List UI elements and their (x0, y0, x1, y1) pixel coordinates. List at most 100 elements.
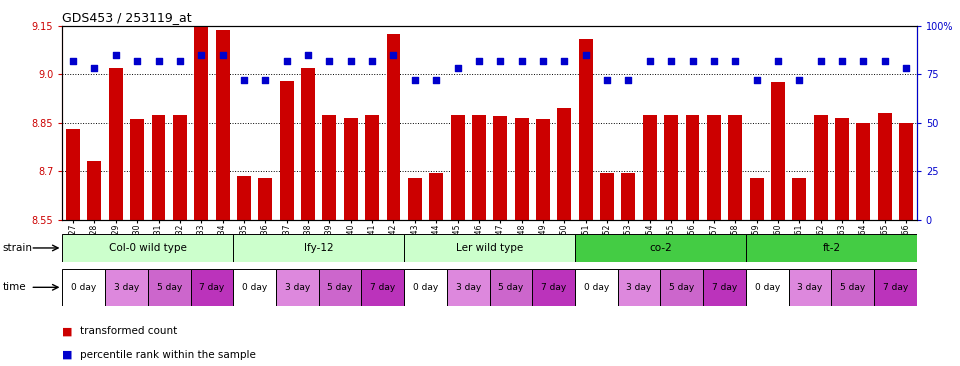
Bar (190, 269, 233, 306)
Text: 3 day: 3 day (114, 283, 139, 292)
Point (642, 57, 658, 63)
Bar (900, 123, 913, 220)
Point (428, 77, 444, 83)
Text: 7 day: 7 day (883, 283, 908, 292)
Point (471, 57, 487, 63)
Bar (703, 269, 746, 306)
Point (899, 66, 914, 71)
Text: ■: ■ (62, 326, 73, 336)
Text: 7 day: 7 day (712, 283, 737, 292)
Text: 3 day: 3 day (456, 283, 481, 292)
Point (492, 57, 508, 63)
Bar (173, 115, 187, 220)
Bar (323, 115, 336, 220)
Bar (750, 178, 763, 220)
Bar (771, 82, 785, 220)
Bar (450, 115, 465, 220)
Bar (575, 234, 746, 262)
Point (450, 66, 466, 71)
Point (108, 52, 124, 57)
Bar (558, 108, 571, 220)
Bar (792, 178, 806, 220)
Bar (600, 173, 614, 220)
Bar (532, 269, 575, 306)
Point (536, 57, 551, 63)
Bar (276, 269, 319, 306)
Text: 0 day: 0 day (755, 283, 780, 292)
Point (707, 57, 722, 63)
Point (684, 57, 700, 63)
Bar (877, 113, 892, 220)
Bar (729, 115, 742, 220)
Bar (707, 115, 721, 220)
Text: 7 day: 7 day (541, 283, 566, 292)
Text: transformed count: transformed count (80, 326, 177, 336)
Bar (62, 269, 106, 306)
Bar (194, 27, 208, 220)
Bar (365, 115, 379, 220)
Point (65, 57, 81, 63)
Point (257, 77, 273, 83)
Text: 0 day: 0 day (71, 283, 96, 292)
Text: 3 day: 3 day (798, 283, 823, 292)
Text: 5 day: 5 day (840, 283, 865, 292)
Bar (746, 269, 789, 306)
Bar (446, 269, 490, 306)
Point (621, 77, 636, 83)
Bar (408, 178, 421, 220)
Bar (490, 269, 532, 306)
Point (578, 52, 593, 57)
Bar (664, 115, 678, 220)
Bar (515, 118, 529, 220)
Text: ■: ■ (62, 350, 73, 360)
Bar (831, 269, 874, 306)
Text: lfy-12: lfy-12 (304, 243, 333, 253)
Point (407, 77, 422, 83)
Point (514, 57, 529, 63)
Text: time: time (3, 282, 27, 292)
Bar (361, 269, 404, 306)
Bar (404, 234, 575, 262)
Text: 7 day: 7 day (200, 283, 225, 292)
Bar (66, 129, 80, 220)
Bar (216, 30, 229, 220)
Text: Col-0 wild type: Col-0 wild type (108, 243, 187, 253)
Point (322, 57, 337, 63)
Bar (344, 118, 358, 220)
Bar (131, 119, 144, 220)
Bar (660, 269, 703, 306)
Bar (874, 269, 917, 306)
Point (663, 57, 679, 63)
Text: percentile rank within the sample: percentile rank within the sample (80, 350, 255, 360)
Bar (233, 234, 404, 262)
Bar (621, 173, 636, 220)
Point (279, 57, 295, 63)
Point (834, 57, 850, 63)
Point (599, 77, 614, 83)
Bar (814, 115, 828, 220)
Text: 3 day: 3 day (285, 283, 310, 292)
Bar (62, 234, 233, 262)
Bar (387, 34, 400, 220)
Bar (233, 269, 276, 306)
Bar (301, 68, 315, 220)
Bar (258, 178, 273, 220)
Bar (746, 234, 917, 262)
Bar (536, 119, 550, 220)
Bar (152, 115, 165, 220)
Text: 5 day: 5 day (156, 283, 181, 292)
Bar (279, 81, 294, 220)
Bar (106, 269, 148, 306)
Text: 5 day: 5 day (669, 283, 694, 292)
Point (172, 57, 187, 63)
Bar (87, 161, 102, 220)
Bar (404, 269, 446, 306)
Text: GDS453 / 253119_at: GDS453 / 253119_at (62, 11, 192, 24)
Bar (237, 176, 251, 220)
Point (792, 77, 807, 83)
Bar (643, 115, 657, 220)
Text: 0 day: 0 day (242, 283, 267, 292)
Point (770, 57, 785, 63)
Point (215, 52, 230, 57)
Bar (429, 173, 444, 220)
